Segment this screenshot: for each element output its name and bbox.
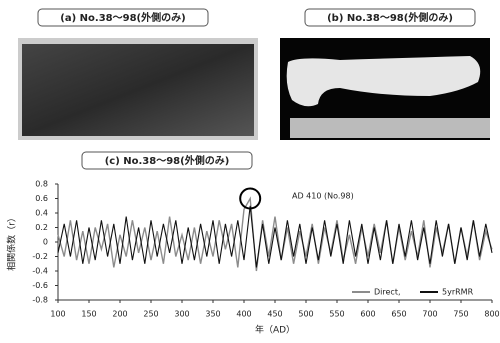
ruler: [290, 118, 490, 138]
x-tick-label: 750: [453, 310, 468, 319]
y-tick-label: -0.2: [32, 252, 48, 261]
x-tick-label: 400: [236, 310, 251, 319]
x-tick-label: 150: [81, 310, 96, 319]
x-tick-label: 100: [50, 310, 65, 319]
x-tick-label: 700: [422, 310, 437, 319]
x-tick-label: 550: [329, 310, 344, 319]
label-box: [304, 8, 476, 27]
sample-shape: [286, 56, 481, 107]
y-tick-label: -0.4: [32, 267, 48, 276]
photo-a: [22, 44, 254, 136]
y-tick-label: -0.8: [32, 296, 48, 305]
x-tick-label: 450: [267, 310, 282, 319]
chart-title: (c) No.38～98(外側のみ): [105, 154, 230, 167]
x-tick-label: 600: [360, 310, 375, 319]
y-tick-label: 0.2: [35, 223, 48, 232]
legend-label: 5yrRMR: [442, 288, 474, 297]
x-axis-title: 年（AD）: [255, 324, 295, 336]
x-tick-label: 200: [112, 310, 127, 319]
y-tick-label: -0.6: [32, 281, 48, 290]
label-box: [81, 151, 253, 170]
x-tick-label: 500: [298, 310, 313, 319]
y-tick-label: 0.8: [35, 180, 48, 189]
x-tick-label: 300: [174, 310, 189, 319]
panel-label: (a) No.38～98(外側のみ): [60, 11, 185, 24]
y-tick-label: 0: [43, 238, 48, 247]
panel-label: (b) No.38～98(外側のみ): [327, 11, 453, 24]
y-tick-label: 0.4: [35, 209, 48, 218]
annotation: AD 410 (No.98): [292, 192, 354, 201]
x-tick-label: 350: [205, 310, 220, 319]
annotation-circle: [239, 187, 262, 210]
legend-label: Direct,: [374, 288, 401, 297]
series-line: [57, 196, 493, 272]
label-box: [37, 8, 209, 27]
x-tick-label: 800: [484, 310, 499, 319]
x-tick-label: 250: [143, 310, 158, 319]
series-line: [57, 205, 493, 268]
x-tick-label: 650: [391, 310, 406, 319]
y-tick-label: 0.6: [35, 194, 48, 203]
y-axis-title: 相関係数（r）: [6, 213, 18, 271]
